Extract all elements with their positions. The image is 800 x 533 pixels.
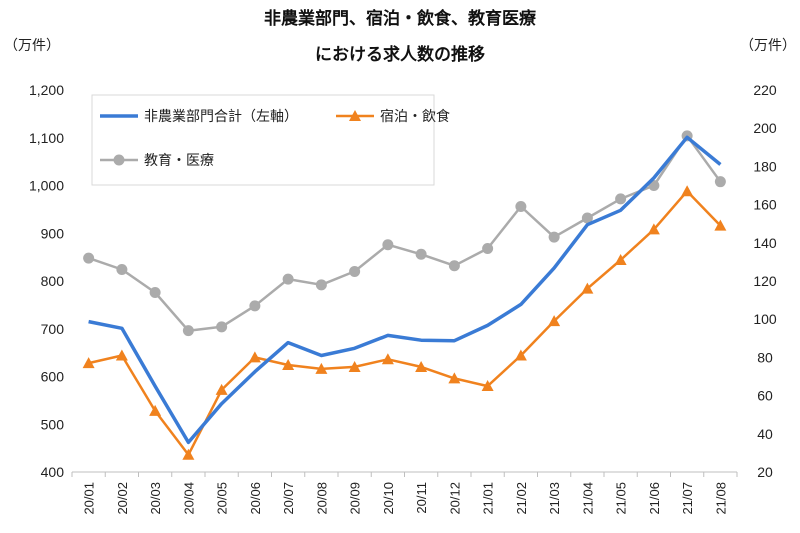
- x-tick-label: 20/02: [115, 482, 130, 515]
- legend-label: 宿泊・飲食: [380, 108, 450, 125]
- data-point-circle: [116, 264, 128, 276]
- data-point-circle: [581, 212, 593, 224]
- right-y-tick-label: 120: [753, 273, 777, 289]
- x-tick-label: 20/09: [348, 482, 363, 515]
- x-tick-label: 21/06: [647, 482, 662, 515]
- x-tick-label: 20/06: [248, 482, 263, 515]
- x-tick-label: 20/04: [181, 482, 196, 515]
- series-line: [88, 189, 722, 457]
- data-point-circle: [415, 248, 427, 260]
- x-tick-label: 20/05: [215, 482, 230, 515]
- data-point-triangle: [581, 282, 594, 294]
- data-point-triangle: [348, 360, 361, 372]
- data-point-triangle: [681, 185, 694, 197]
- x-tick-label: 20/10: [381, 482, 396, 515]
- x-tick-label: 20/11: [414, 482, 429, 514]
- left-y-tick-label: 700: [41, 321, 65, 337]
- data-point-circle: [249, 300, 261, 312]
- data-point-circle: [83, 252, 95, 264]
- data-point-circle: [482, 243, 494, 255]
- x-tick-label: 21/03: [547, 482, 562, 515]
- legend-label: 非農業部門合計（左軸）: [144, 109, 298, 125]
- x-tick-label: 21/07: [680, 482, 695, 515]
- right-y-tick-label: 180: [753, 158, 777, 174]
- data-point-triangle: [182, 448, 195, 460]
- data-point-triangle: [381, 353, 394, 365]
- x-tick-label: 21/08: [713, 482, 728, 515]
- x-tick-label: 21/01: [481, 482, 496, 515]
- x-tick-label: 20/08: [314, 482, 329, 515]
- data-point-circle: [615, 193, 627, 205]
- left-y-tick-label: 500: [41, 416, 65, 432]
- x-tick-label: 20/07: [281, 482, 296, 515]
- data-point-circle: [182, 325, 194, 337]
- x-tick-label: 21/02: [514, 482, 529, 515]
- x-tick-label: 21/05: [614, 482, 629, 515]
- x-tick-label: 20/01: [82, 482, 97, 515]
- series-line: [88, 135, 722, 445]
- left-axis-unit: （万件）: [4, 38, 60, 54]
- legend-label: 教育・医療: [144, 152, 214, 169]
- right-y-tick-label: 140: [753, 235, 777, 251]
- right-y-tick-label: 160: [753, 197, 777, 213]
- data-point-triangle: [614, 253, 627, 265]
- chart-title-line-1: 非農業部門、宿泊・飲食、教育医療: [264, 8, 537, 29]
- data-point-circle: [515, 201, 527, 213]
- data-point-triangle: [115, 349, 128, 361]
- left-y-tick-label: 400: [41, 464, 65, 480]
- data-point-triangle: [82, 357, 95, 369]
- data-point-circle: [714, 176, 726, 188]
- x-tick-label: 21/04: [580, 482, 595, 515]
- data-point-circle: [548, 231, 560, 243]
- left-y-tick-label: 800: [41, 273, 65, 289]
- left-y-tick-label: 600: [41, 369, 65, 385]
- left-y-tick-label: 1,100: [29, 130, 64, 146]
- series-line: [88, 134, 722, 332]
- data-point-triangle: [481, 380, 494, 392]
- right-y-tick-label: 100: [753, 311, 777, 327]
- data-point-triangle: [215, 383, 228, 395]
- data-point-triangle: [647, 223, 660, 235]
- left-y-tick-label: 1,200: [29, 82, 64, 98]
- x-tick-label: 20/03: [148, 482, 163, 515]
- data-point-circle: [315, 279, 327, 291]
- data-point-triangle: [548, 315, 561, 327]
- axes: 400 500 600 700 800 900 1,000 1,100 1,200 20 40 60 8…: [29, 82, 777, 515]
- series-layer: [82, 130, 727, 460]
- right-y-tick-label: 200: [753, 120, 777, 136]
- data-point-triangle: [248, 351, 261, 363]
- data-point-circle: [448, 260, 460, 272]
- data-point-triangle: [514, 349, 527, 361]
- left-y-tick-label: 1,000: [29, 178, 64, 194]
- right-y-tick-label: 220: [753, 82, 777, 98]
- data-point-triangle: [315, 362, 328, 374]
- data-point-circle: [149, 286, 161, 298]
- data-point-circle: [382, 239, 394, 251]
- right-axis-unit: （万件）: [740, 38, 796, 54]
- data-point-circle: [349, 265, 361, 277]
- left-y-tick-label: 900: [41, 225, 65, 241]
- legend-box: [91, 94, 435, 186]
- right-y-tick-label: 60: [757, 388, 773, 404]
- right-y-tick-label: 20: [757, 464, 773, 480]
- data-point-triangle: [714, 219, 727, 231]
- data-point-circle: [216, 321, 228, 333]
- data-point-triangle: [415, 360, 428, 372]
- data-point-triangle: [149, 404, 162, 416]
- legend-swatch-circle: [113, 154, 125, 166]
- legend-swatch-triangle: [349, 110, 361, 121]
- data-point-circle: [282, 273, 294, 285]
- chart-title-line-2: における求人数の推移: [315, 44, 485, 65]
- right-y-tick-label: 80: [757, 349, 773, 365]
- data-point-triangle: [448, 372, 461, 384]
- right-y-tick-label: 40: [757, 426, 773, 442]
- data-point-triangle: [282, 359, 295, 371]
- x-tick-label: 20/12: [447, 482, 462, 515]
